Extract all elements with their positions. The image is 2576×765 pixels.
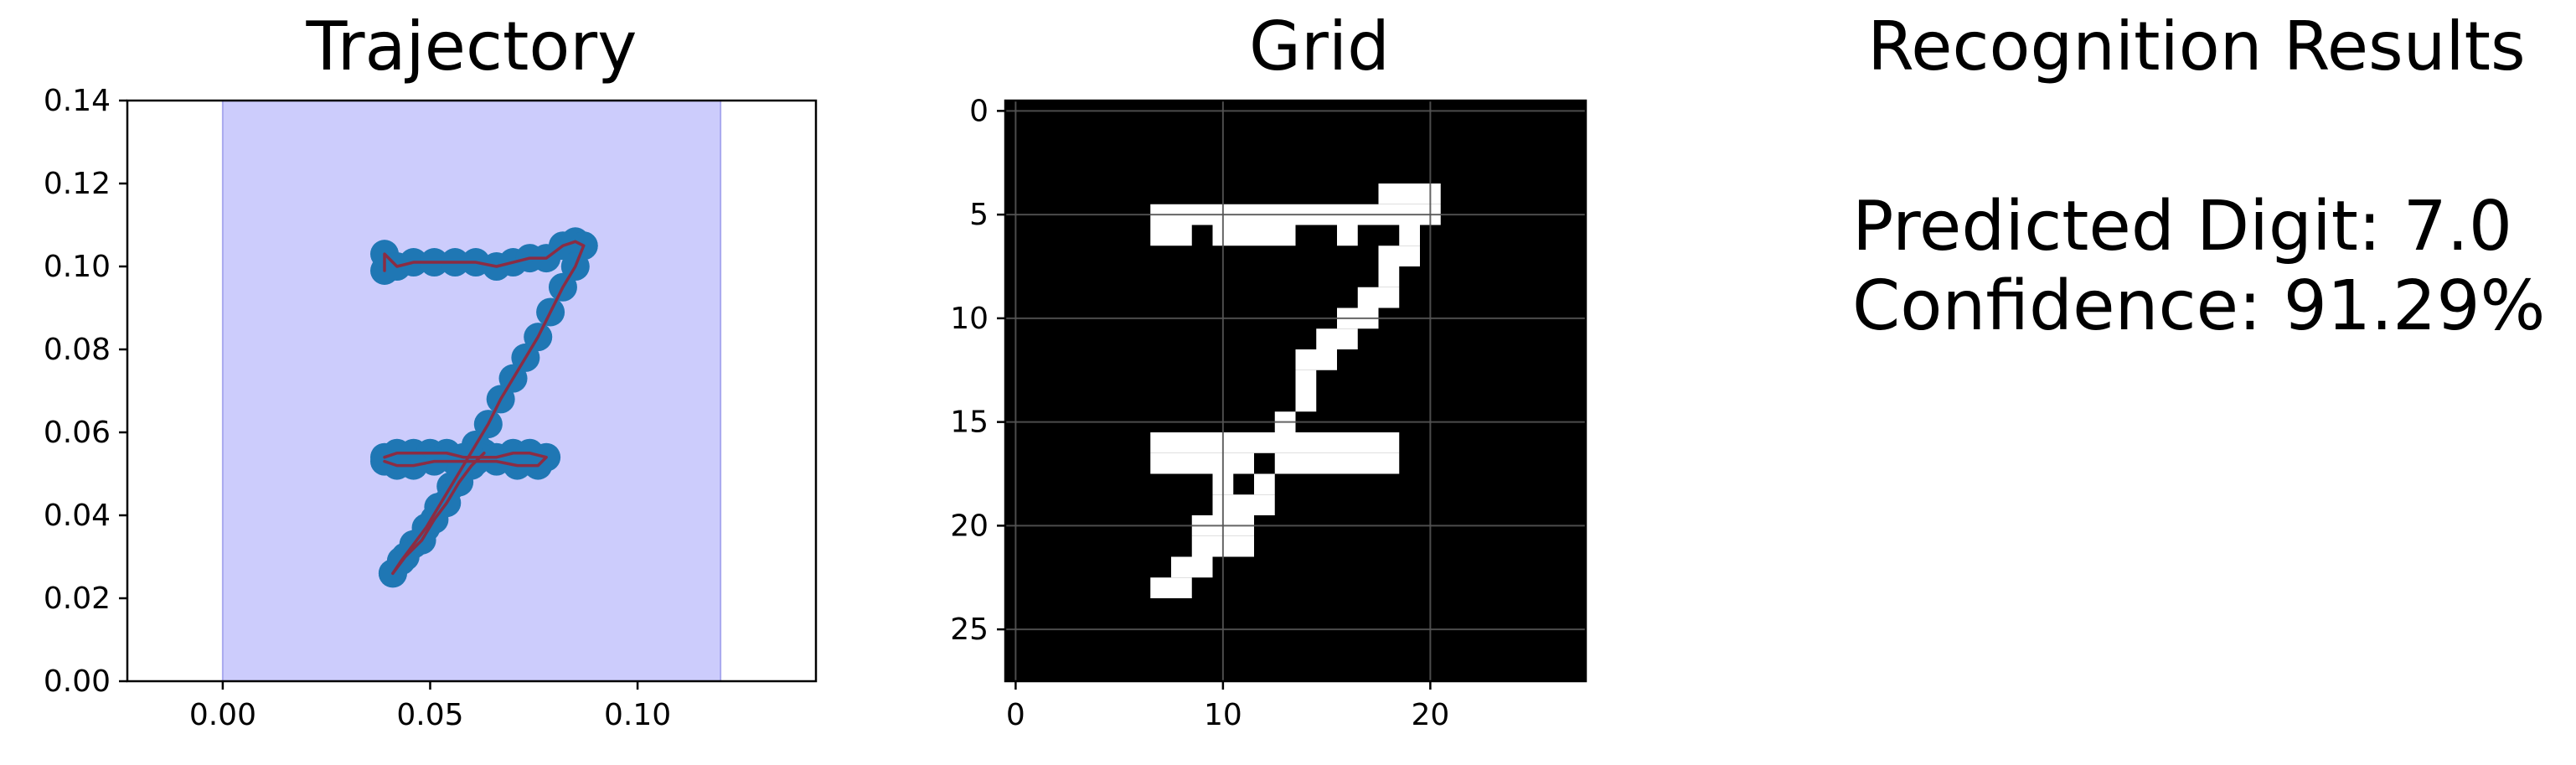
grid-pixel-run xyxy=(1378,246,1420,266)
trajectory-marks xyxy=(370,227,598,588)
x-tick-label: 10 xyxy=(1204,698,1242,732)
x-tick-label: 0.00 xyxy=(189,698,256,732)
grid-pixel-run xyxy=(1399,225,1420,246)
grid-pixel-run xyxy=(1316,328,1358,349)
predicted-digit-text: Predicted Digit: 7.0 xyxy=(1852,187,2512,266)
trajectory-shaded-span xyxy=(221,100,722,682)
trajectory-path-line xyxy=(383,452,548,468)
y-tick-label: 0.10 xyxy=(44,250,111,284)
y-tick-label: 0.14 xyxy=(44,84,111,118)
y-tick-label: 5 xyxy=(969,198,989,232)
trajectory-path-line xyxy=(391,452,486,576)
y-tick-label: 0.00 xyxy=(44,664,111,699)
grid-x-ticks: 0 10 20 xyxy=(1006,681,1449,732)
trajectory-path-line xyxy=(383,240,586,272)
grid-pixel-run xyxy=(1150,452,1254,474)
results-title: Recognition Results xyxy=(1867,8,2525,85)
grid-pixel-run xyxy=(1337,225,1358,246)
y-tick-label: 15 xyxy=(950,406,989,440)
grid-pixel-run xyxy=(1295,370,1317,391)
y-tick-label: 0 xyxy=(969,94,989,128)
grid-lines xyxy=(1005,101,1586,681)
grid-pixel-run xyxy=(1254,473,1275,495)
y-tick-label: 0.12 xyxy=(44,167,111,201)
grid-pixel-run xyxy=(1378,183,1441,204)
grid-pixel-run xyxy=(1212,225,1296,246)
x-tick-label: 0 xyxy=(1006,698,1025,732)
grid-title: Grid xyxy=(1249,8,1390,85)
grid-panel: Grid 0 10 20 0 5 10 15 20 25 xyxy=(950,8,1587,732)
trajectory-path-line xyxy=(391,244,586,576)
grid-pixel-run xyxy=(1357,287,1400,308)
y-tick-label: 0.06 xyxy=(44,416,111,450)
grid-pixel-run xyxy=(1150,225,1192,246)
y-tick-label: 25 xyxy=(950,613,989,647)
grid-y-ticks: 0 5 10 15 20 25 xyxy=(950,94,1005,647)
y-tick-label: 0.04 xyxy=(44,499,111,533)
trajectory-title: Trajectory xyxy=(306,8,638,85)
y-tick-label: 10 xyxy=(950,302,989,336)
x-tick-label: 20 xyxy=(1411,698,1449,732)
grid-pixel-run xyxy=(1212,494,1275,515)
grid-pixel-run xyxy=(1295,390,1317,412)
trajectory-x-ticks: 0.00 0.05 0.10 xyxy=(189,681,671,732)
x-tick-label: 0.10 xyxy=(604,698,671,732)
y-tick-label: 0.08 xyxy=(44,333,111,367)
trajectory-axes-frame xyxy=(126,99,818,683)
x-tick-label: 0.05 xyxy=(396,698,463,732)
trajectory-y-ticks: 0.00 0.02 0.04 0.06 0.08 0.10 0.12 0.14 xyxy=(44,84,127,699)
grid-pixel-run xyxy=(1274,452,1400,474)
grid-axes-frame xyxy=(1004,99,1587,683)
y-tick-label: 0.02 xyxy=(44,582,111,616)
grid-pixel-run xyxy=(1378,266,1400,287)
grid-pixel-run xyxy=(1171,556,1213,578)
grid-pixel-run xyxy=(1150,432,1400,453)
y-tick-label: 20 xyxy=(950,509,989,543)
grid-pixel-run xyxy=(1150,577,1192,598)
confidence-text: Confidence: 91.29% xyxy=(1852,266,2545,346)
results-panel: Recognition Results Predicted Digit: 7.0… xyxy=(1852,8,2545,346)
grid-pixel-run xyxy=(1295,349,1337,370)
trajectory-panel: Trajectory 0.00 0.05 0.10 0.00 0.02 0.04 0.06… xyxy=(44,8,818,732)
